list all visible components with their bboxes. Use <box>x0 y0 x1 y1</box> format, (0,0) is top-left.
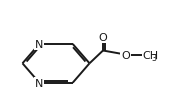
Text: N: N <box>35 78 43 88</box>
Text: N: N <box>35 40 43 50</box>
Text: O: O <box>99 33 107 43</box>
Text: CH: CH <box>142 50 158 60</box>
Text: 3: 3 <box>151 53 156 62</box>
Text: O: O <box>121 50 130 60</box>
